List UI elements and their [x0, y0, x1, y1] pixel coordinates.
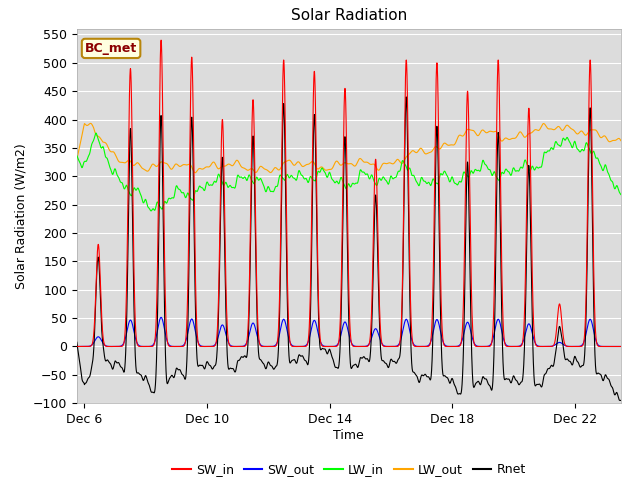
LW_in [506, 169, 513, 175]
LW_out [419, 147, 426, 153]
X-axis label: Time: Time [333, 429, 364, 442]
Line: LW_in: LW_in [77, 133, 621, 211]
Line: SW_out: SW_out [77, 317, 621, 347]
SW_out [157, 314, 165, 320]
SW_out [100, 342, 108, 348]
Rnet [617, 397, 625, 403]
LW_out [73, 157, 81, 163]
Line: LW_out: LW_out [77, 123, 621, 173]
SW_in [395, 343, 403, 348]
SW_in [506, 344, 513, 349]
LW_out [86, 120, 94, 126]
Text: BC_met: BC_met [85, 42, 137, 55]
Y-axis label: Solar Radiation (W/m2): Solar Radiation (W/m2) [14, 143, 27, 289]
Rnet [506, 376, 513, 382]
LW_out [191, 170, 199, 176]
LW_out [270, 166, 278, 171]
LW_out [617, 138, 625, 144]
SW_in [476, 344, 484, 349]
Line: Rnet: Rnet [77, 97, 621, 400]
Rnet [395, 356, 403, 361]
Line: SW_in: SW_in [77, 40, 621, 347]
LW_out [100, 139, 108, 145]
Title: Solar Radiation: Solar Radiation [291, 9, 407, 24]
SW_out [506, 344, 513, 349]
LW_in [92, 130, 100, 136]
SW_out [395, 342, 403, 348]
SW_out [617, 344, 625, 349]
SW_out [419, 344, 426, 349]
SW_in [270, 344, 278, 349]
LW_in [419, 176, 426, 181]
Rnet [270, 366, 278, 372]
Rnet [476, 382, 484, 387]
LW_out [506, 137, 513, 143]
Rnet [100, 351, 108, 357]
SW_out [73, 344, 81, 349]
SW_out [270, 343, 278, 349]
Rnet [73, 339, 81, 345]
LW_in [270, 188, 278, 194]
SW_in [157, 37, 165, 43]
Rnet [403, 94, 410, 100]
LW_out [476, 130, 484, 136]
LW_in [147, 208, 155, 214]
SW_in [100, 341, 108, 347]
SW_in [617, 344, 625, 349]
LW_out [395, 157, 403, 163]
Rnet [419, 372, 426, 378]
Legend: SW_in, SW_out, LW_in, LW_out, Rnet: SW_in, SW_out, LW_in, LW_out, Rnet [167, 458, 531, 480]
LW_in [617, 192, 625, 197]
SW_in [419, 344, 426, 349]
LW_in [73, 153, 81, 158]
LW_in [476, 168, 484, 174]
SW_in [73, 344, 81, 349]
LW_in [100, 148, 108, 154]
LW_in [395, 168, 403, 174]
Rnet [616, 397, 624, 403]
SW_out [476, 344, 484, 349]
